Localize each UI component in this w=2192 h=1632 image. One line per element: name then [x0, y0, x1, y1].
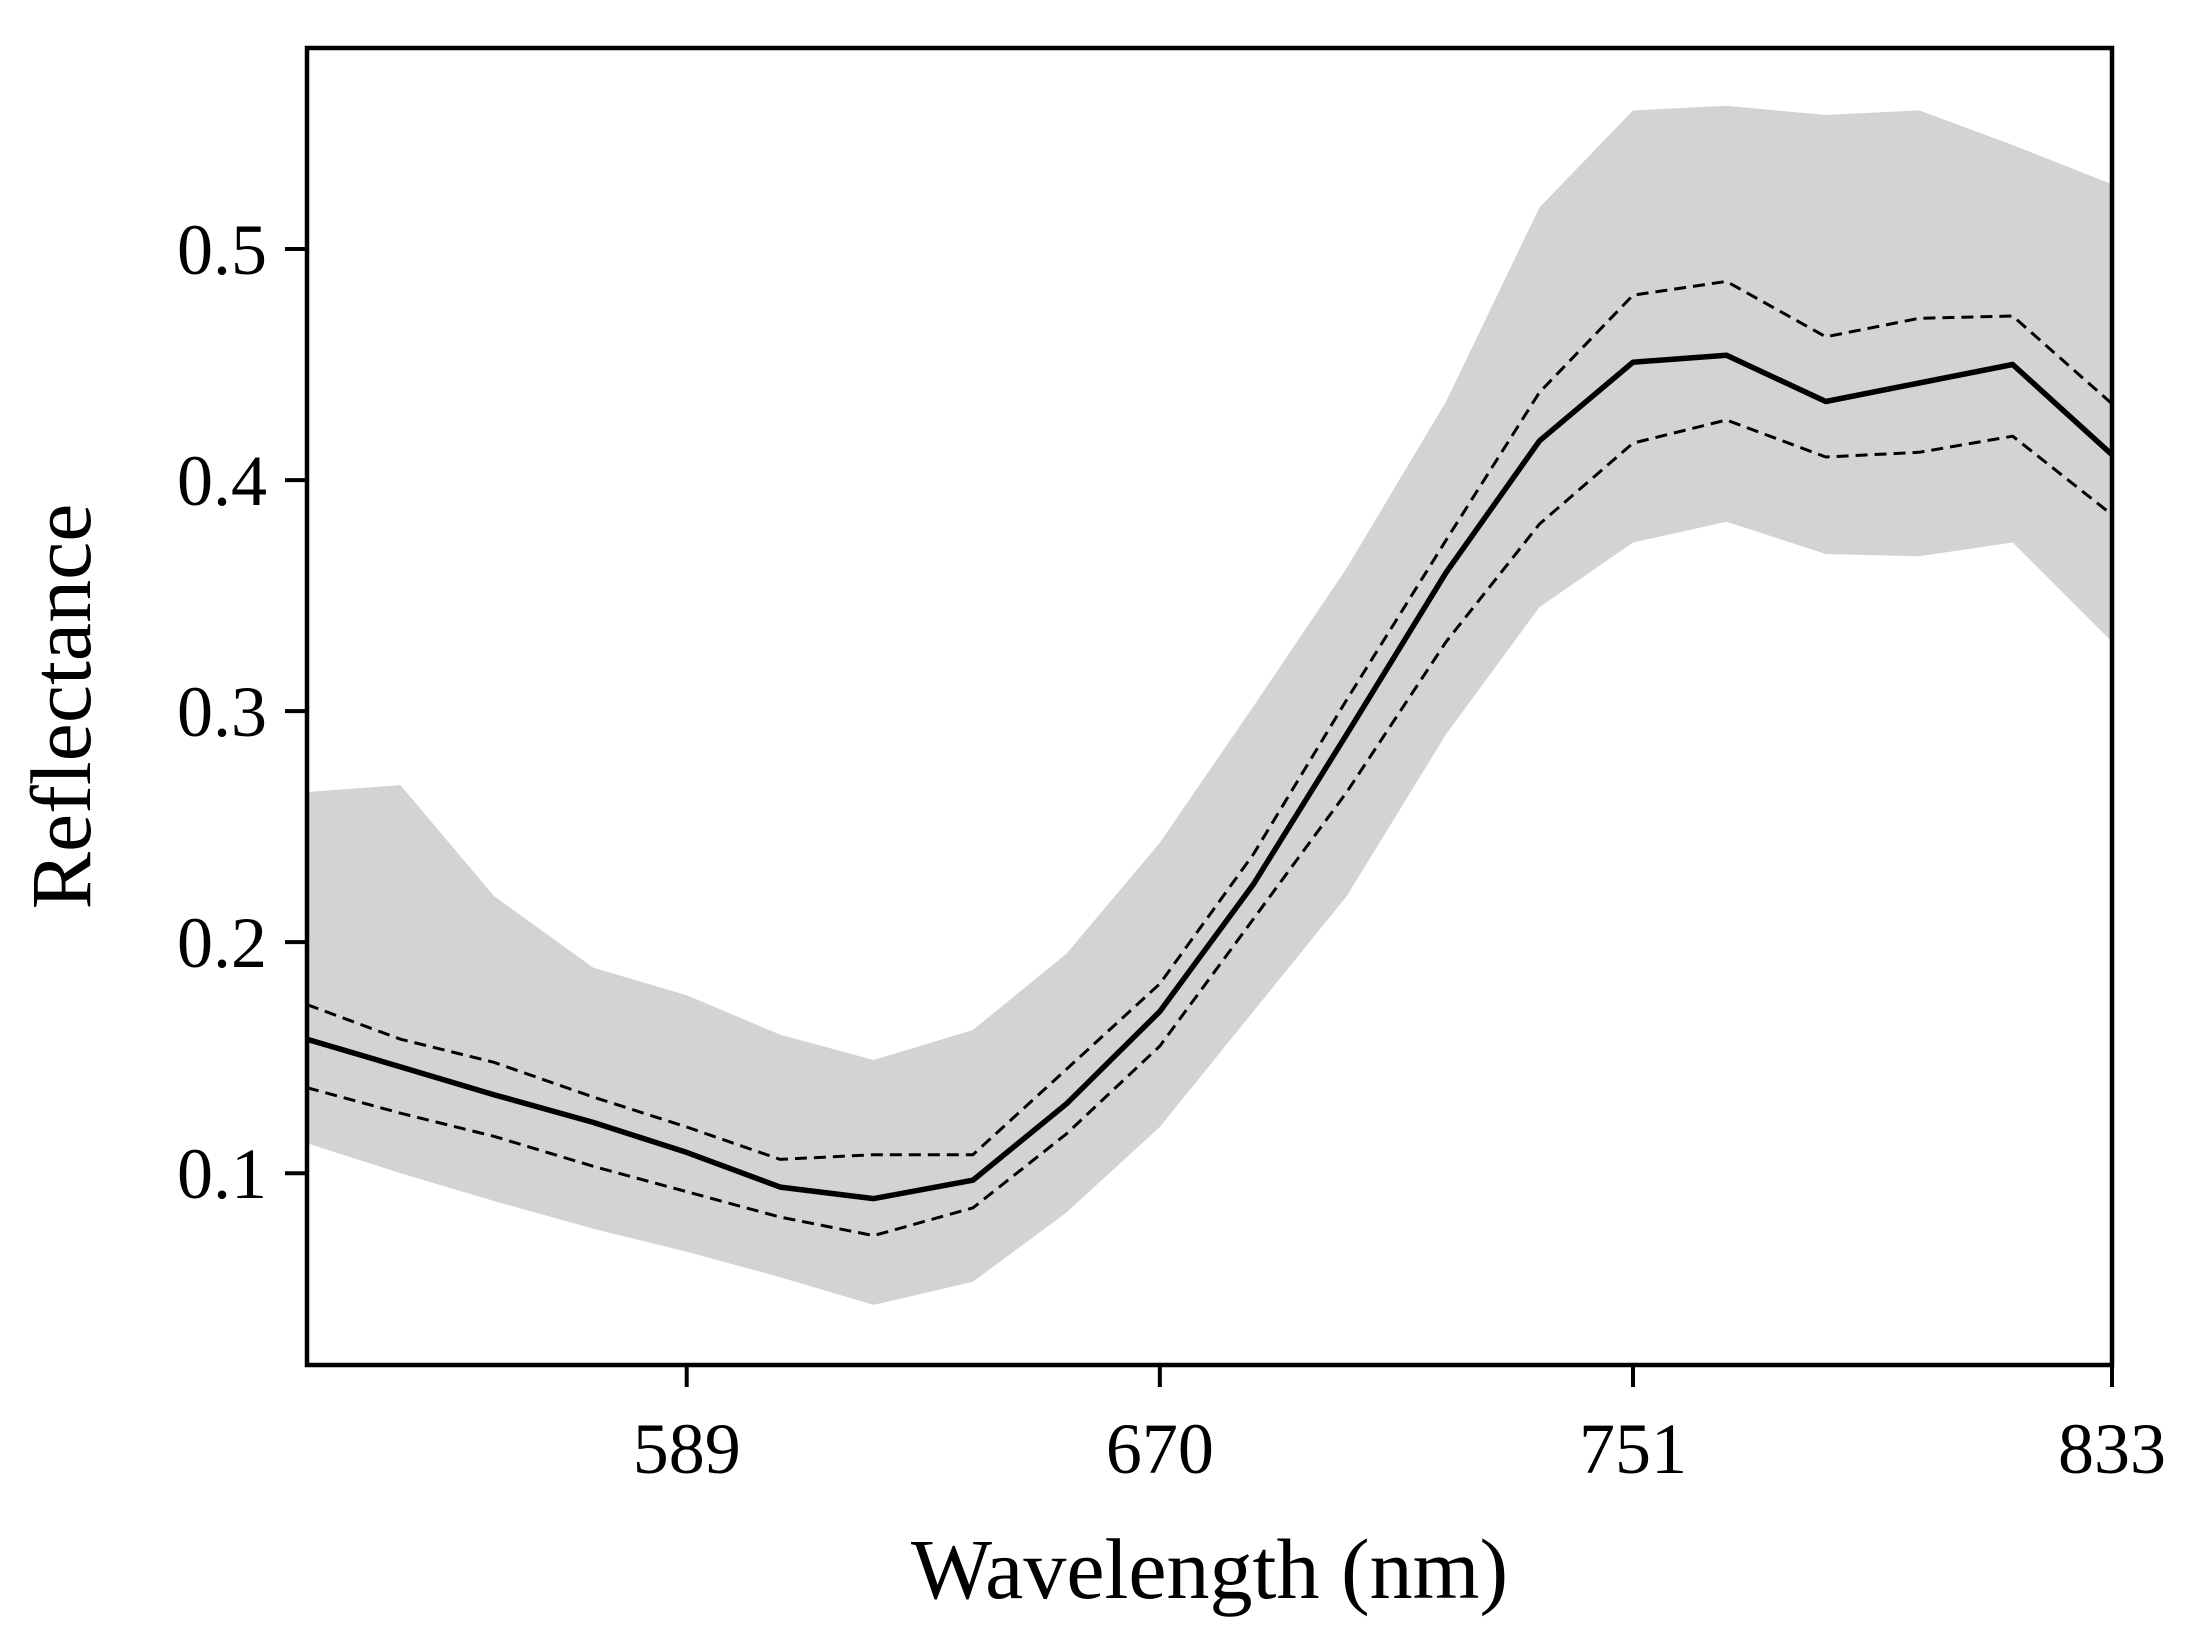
x-axis-label: Wavelength (nm): [911, 1521, 1508, 1617]
axes: [304, 45, 2115, 1368]
ticks: 589 670 751 833 0.1 0.2 0.3 0.4 0.5: [177, 210, 2166, 1489]
plot-area: [307, 105, 2112, 1305]
y-axis-label: Reflectance: [13, 504, 109, 910]
x-tick-label: 751: [1579, 1409, 1687, 1489]
plot-content: [307, 105, 2112, 1305]
y-tick-label: 0.1: [177, 1134, 267, 1214]
band-area: [307, 105, 2112, 1305]
x-tick-label: 589: [633, 1409, 741, 1489]
x-tick-label: 670: [1106, 1409, 1214, 1489]
y-tick-label: 0.2: [177, 903, 267, 983]
axis-frame: [304, 45, 2115, 1368]
x-tick-label: 833: [2058, 1409, 2166, 1489]
y-tick-label: 0.3: [177, 672, 267, 752]
mean-line: [307, 352, 2112, 1202]
y-tick-label: 0.4: [177, 441, 267, 521]
lower-dashed-line: [307, 418, 2112, 1238]
y-tick-label: 0.5: [177, 210, 267, 290]
